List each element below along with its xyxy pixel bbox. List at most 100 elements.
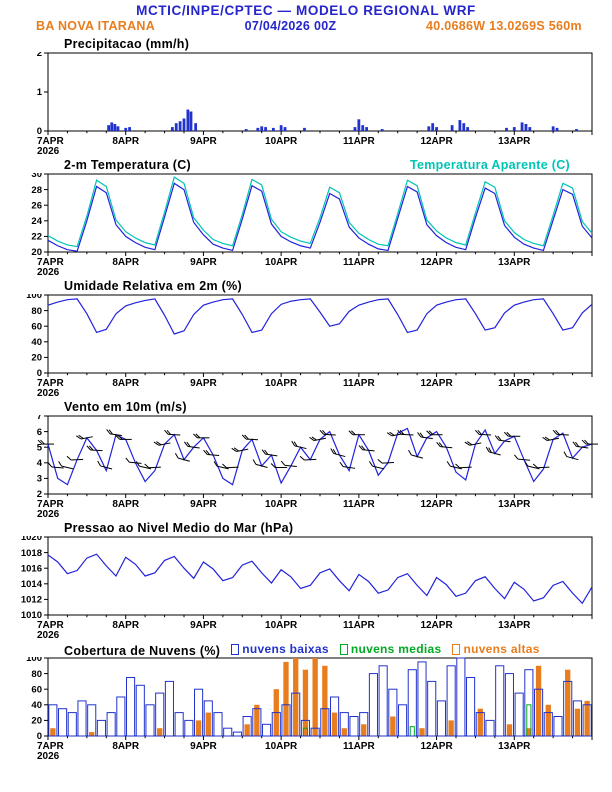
panel-humidity-title-row: Umidade Relativa em 2m (%) [0, 279, 612, 294]
svg-text:2026: 2026 [37, 751, 60, 761]
svg-text:13APR: 13APR [498, 741, 531, 752]
svg-text:8APR: 8APR [112, 620, 139, 631]
svg-text:8APR: 8APR [112, 499, 139, 510]
svg-text:10APR: 10APR [265, 499, 298, 510]
svg-text:40: 40 [31, 337, 42, 348]
svg-text:10APR: 10APR [265, 378, 298, 389]
panel-title: 2-m Temperatura (C) [64, 158, 192, 172]
svg-text:2026: 2026 [37, 630, 60, 640]
svg-text:1016: 1016 [21, 563, 42, 574]
svg-text:10APR: 10APR [265, 136, 298, 147]
svg-text:8APR: 8APR [112, 378, 139, 389]
svg-text:30: 30 [31, 173, 42, 180]
svg-text:7APR: 7APR [37, 741, 64, 752]
panel-wind: Vento em 10m (m/s) 2 3 4 5 6 7 7APR 2026 8APR 9AP… [0, 400, 612, 519]
svg-text:13APR: 13APR [498, 499, 531, 510]
svg-text:22: 22 [31, 232, 42, 243]
svg-text:100: 100 [26, 294, 42, 301]
svg-text:2026: 2026 [37, 388, 60, 398]
svg-text:9APR: 9APR [190, 257, 217, 268]
station-coordinates: 40.0686W 13.0269S 560m [425, 19, 582, 33]
svg-text:0: 0 [37, 126, 42, 137]
page-title: MCTIC/INPE/CPTEC — MODELO REGIONAL WRF [136, 3, 476, 18]
panel-title: Umidade Relativa em 2m (%) [64, 279, 242, 293]
panel-title: Cobertura de Nuvens (%) [64, 643, 221, 658]
svg-text:12APR: 12APR [420, 620, 453, 631]
svg-text:2: 2 [37, 52, 42, 59]
svg-text:11APR: 11APR [343, 136, 375, 147]
svg-text:40: 40 [31, 700, 42, 711]
svg-text:13APR: 13APR [498, 257, 531, 268]
legend-item-high-clouds: nuvens altas [452, 642, 539, 656]
svg-text:10APR: 10APR [265, 257, 298, 268]
svg-text:7APR: 7APR [37, 257, 64, 268]
svg-text:12APR: 12APR [420, 257, 453, 268]
svg-text:80: 80 [31, 669, 42, 680]
svg-text:13APR: 13APR [498, 378, 531, 389]
svg-text:5: 5 [37, 442, 43, 453]
svg-text:7APR: 7APR [37, 136, 64, 147]
svg-text:100: 100 [26, 657, 42, 664]
header-subline: BA NOVA ITARANA 07/04/2026 00Z 40.0686W … [0, 18, 612, 35]
svg-text:8APR: 8APR [112, 257, 139, 268]
svg-text:10APR: 10APR [265, 741, 298, 752]
legend-item-low-clouds: nuvens baixas [231, 642, 329, 656]
panel-pressure-title-row: Pressao ao Nivel Medio do Mar (hPa) [0, 521, 612, 536]
low-clouds-swatch-icon [231, 643, 240, 655]
svg-text:60: 60 [31, 684, 42, 695]
svg-text:20: 20 [31, 716, 42, 727]
svg-text:13APR: 13APR [498, 620, 531, 631]
svg-text:11APR: 11APR [343, 499, 375, 510]
svg-text:28: 28 [31, 185, 42, 196]
svg-text:7APR: 7APR [37, 378, 64, 389]
mid-clouds-swatch-icon [339, 643, 348, 655]
svg-text:6: 6 [37, 427, 42, 438]
panel-temperature: 2-m Temperatura (C) Temperatura Aparente… [0, 158, 612, 277]
legend-item-mid-clouds: nuvens medias [339, 642, 442, 656]
high-clouds-swatch-icon [452, 643, 461, 655]
svg-text:1012: 1012 [21, 595, 42, 606]
panel-precipitation-title-row: Precipitacao (mm/h) [0, 37, 612, 52]
panel-temperature-title-row: 2-m Temperatura (C) Temperatura Aparente… [0, 158, 612, 173]
svg-text:2026: 2026 [37, 146, 60, 156]
svg-text:12APR: 12APR [420, 136, 453, 147]
svg-text:20: 20 [31, 247, 42, 258]
panel-title: Vento em 10m (m/s) [64, 400, 187, 414]
panel-precipitation: Precipitacao (mm/h) 0 1 2 7APR 2026 8APR 9APR 1… [0, 37, 612, 156]
panel-wind-title-row: Vento em 10m (m/s) [0, 400, 612, 415]
svg-text:8APR: 8APR [112, 741, 139, 752]
svg-text:7: 7 [37, 415, 42, 422]
svg-text:13APR: 13APR [498, 136, 531, 147]
svg-text:2026: 2026 [37, 509, 60, 519]
svg-text:7APR: 7APR [37, 499, 64, 510]
svg-text:1010: 1010 [21, 610, 42, 621]
svg-text:0: 0 [37, 731, 42, 742]
svg-text:11APR: 11APR [343, 620, 375, 631]
svg-text:7APR: 7APR [37, 620, 64, 631]
svg-text:9APR: 9APR [190, 620, 217, 631]
panel-title: Precipitacao (mm/h) [64, 37, 190, 51]
svg-text:24: 24 [31, 216, 42, 227]
svg-text:1014: 1014 [21, 579, 43, 590]
svg-text:1020: 1020 [21, 536, 42, 543]
svg-text:8APR: 8APR [112, 136, 139, 147]
panel-pressure: Pressao ao Nivel Medio do Mar (hPa) 1010… [0, 521, 612, 640]
svg-text:12APR: 12APR [420, 378, 453, 389]
svg-text:2: 2 [37, 489, 42, 500]
apparent-temperature-label: Temperatura Aparente (C) [409, 158, 570, 172]
panel-clouds-title-row: Cobertura de Nuvens (%) nuvens baixas nu… [0, 642, 612, 658]
svg-text:0: 0 [37, 368, 42, 379]
legend-label: nuvens medias [350, 642, 442, 656]
svg-text:10APR: 10APR [265, 620, 298, 631]
panel-clouds: Cobertura de Nuvens (%) nuvens baixas nu… [0, 642, 612, 761]
svg-text:9APR: 9APR [190, 378, 217, 389]
svg-text:11APR: 11APR [343, 257, 375, 268]
panel-humidity: Umidade Relativa em 2m (%) 0 20 40 60 80 100 7… [0, 279, 612, 398]
legend-label: nuvens baixas [242, 642, 329, 656]
